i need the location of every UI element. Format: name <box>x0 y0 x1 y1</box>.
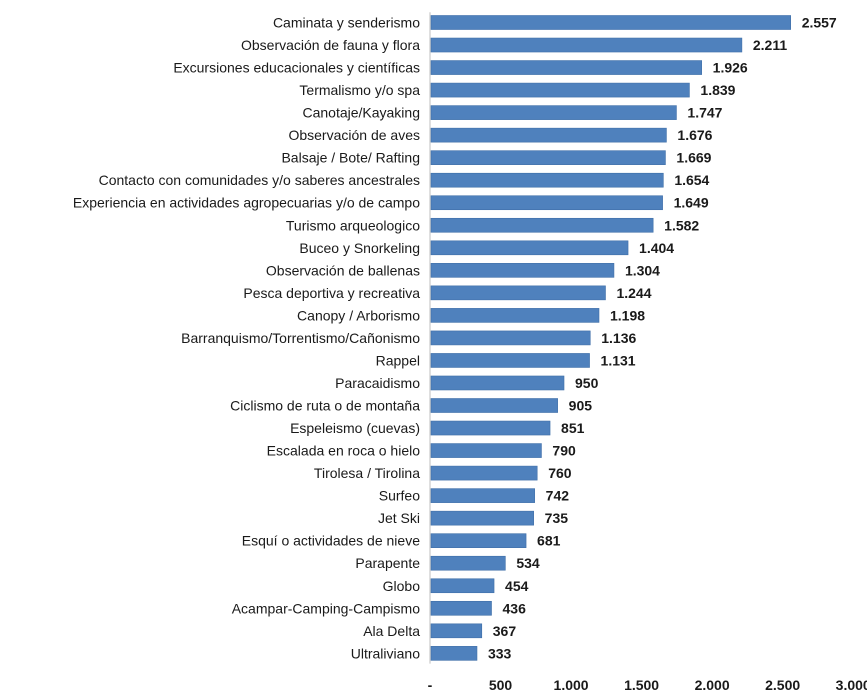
bar <box>430 510 534 526</box>
bar <box>430 465 538 481</box>
category-label: Contacto con comunidades y/o saberes anc… <box>99 172 420 188</box>
data-label: 742 <box>546 488 570 504</box>
data-label: 1.244 <box>616 285 651 301</box>
x-tick-label: 2.500 <box>765 677 800 693</box>
bar <box>430 240 629 256</box>
data-label: 1.404 <box>639 240 674 256</box>
bar <box>430 105 677 120</box>
x-tick-label: 1.500 <box>624 677 659 693</box>
category-label: Canopy / Arborismo <box>297 307 420 323</box>
bar <box>430 623 483 639</box>
category-label: Canotaje/Kayaking <box>302 105 420 121</box>
data-label: 760 <box>548 465 572 481</box>
data-label: 2.557 <box>802 15 837 31</box>
data-label: 735 <box>545 510 569 526</box>
bar <box>430 308 600 323</box>
category-label: Buceo y Snorkeling <box>299 240 420 256</box>
data-label: 367 <box>493 623 517 639</box>
category-label: Turismo arqueologico <box>286 217 420 233</box>
category-label: Barranquismo/Torrentismo/Cañonismo <box>181 330 420 346</box>
data-label: 1.131 <box>601 352 636 368</box>
bar <box>430 172 664 188</box>
category-label: Termalismo y/o spa <box>299 82 420 98</box>
category-label: Balsaje / Bote/ Rafting <box>281 150 420 166</box>
data-label: 905 <box>569 398 593 414</box>
bar <box>430 398 558 413</box>
bar <box>430 330 591 346</box>
bar <box>430 533 527 548</box>
data-label: 1.747 <box>687 105 722 121</box>
data-label: 1.654 <box>674 172 709 188</box>
data-label: 1.649 <box>674 195 709 211</box>
bar <box>430 195 663 211</box>
category-label: Excursiones educacionales y científicas <box>173 60 420 76</box>
bar <box>430 555 506 571</box>
x-tick-label: 500 <box>489 677 513 693</box>
bar <box>430 37 743 53</box>
bar <box>430 15 791 30</box>
category-label: Rappel <box>376 352 420 368</box>
category-label: Escalada en roca o hielo <box>267 443 421 459</box>
data-label: 1.198 <box>610 307 645 323</box>
data-label: 1.136 <box>601 330 636 346</box>
category-label: Parapente <box>355 555 420 571</box>
bar <box>430 217 654 233</box>
category-label: Ultraliviano <box>351 645 420 661</box>
category-label: Esquí o actividades de nieve <box>242 533 420 549</box>
data-label: 1.582 <box>664 217 699 233</box>
category-label: Ciclismo de ruta o de montaña <box>230 398 420 414</box>
bar <box>430 646 478 661</box>
bar <box>430 375 565 391</box>
bar <box>430 488 535 503</box>
x-tick-label: 1.000 <box>554 677 589 693</box>
data-label: 1.676 <box>677 127 712 143</box>
bar <box>430 420 551 436</box>
bar <box>430 127 667 143</box>
data-label: 1.839 <box>700 82 735 98</box>
bar <box>430 285 606 301</box>
data-label: 333 <box>488 645 512 661</box>
category-label: Globo <box>383 578 421 594</box>
data-label: 790 <box>552 443 576 459</box>
x-tick-label: 3.000 <box>836 677 867 693</box>
data-label: 534 <box>516 555 540 571</box>
category-label: Acampar-Camping-Campismo <box>232 600 420 616</box>
data-label: 851 <box>561 420 585 436</box>
bar <box>430 82 690 98</box>
data-label: 1.926 <box>713 60 748 76</box>
category-label: Tirolesa / Tirolina <box>314 465 420 481</box>
data-label: 436 <box>503 600 527 616</box>
data-label: 454 <box>505 578 529 594</box>
category-label: Paracaidismo <box>335 375 420 391</box>
category-label: Experiencia en actividades agropecuarias… <box>73 195 420 211</box>
bar <box>430 578 495 594</box>
data-label: 1.304 <box>625 262 660 278</box>
category-label: Espeleismo (cuevas) <box>290 420 420 436</box>
category-label: Ala Delta <box>363 623 420 639</box>
bar <box>430 443 542 458</box>
bar <box>430 150 666 165</box>
category-label: Observación de ballenas <box>266 262 420 278</box>
bar <box>430 600 492 616</box>
x-tick-label: 2.000 <box>695 677 730 693</box>
bar <box>430 60 702 75</box>
category-label: Caminata y senderismo <box>273 15 420 31</box>
data-label: 2.211 <box>753 37 787 53</box>
data-label: 1.669 <box>676 150 711 166</box>
category-label: Pesca deportiva y recreativa <box>243 285 420 301</box>
bar <box>430 353 590 368</box>
category-label: Surfeo <box>379 488 420 504</box>
data-label: 681 <box>537 533 561 549</box>
bar <box>430 263 615 278</box>
data-label: 950 <box>575 375 599 391</box>
category-label: Observación de fauna y flora <box>241 37 420 53</box>
x-tick-label: - <box>428 677 433 693</box>
category-label: Jet Ski <box>378 510 420 526</box>
category-label: Observación de aves <box>288 127 420 143</box>
